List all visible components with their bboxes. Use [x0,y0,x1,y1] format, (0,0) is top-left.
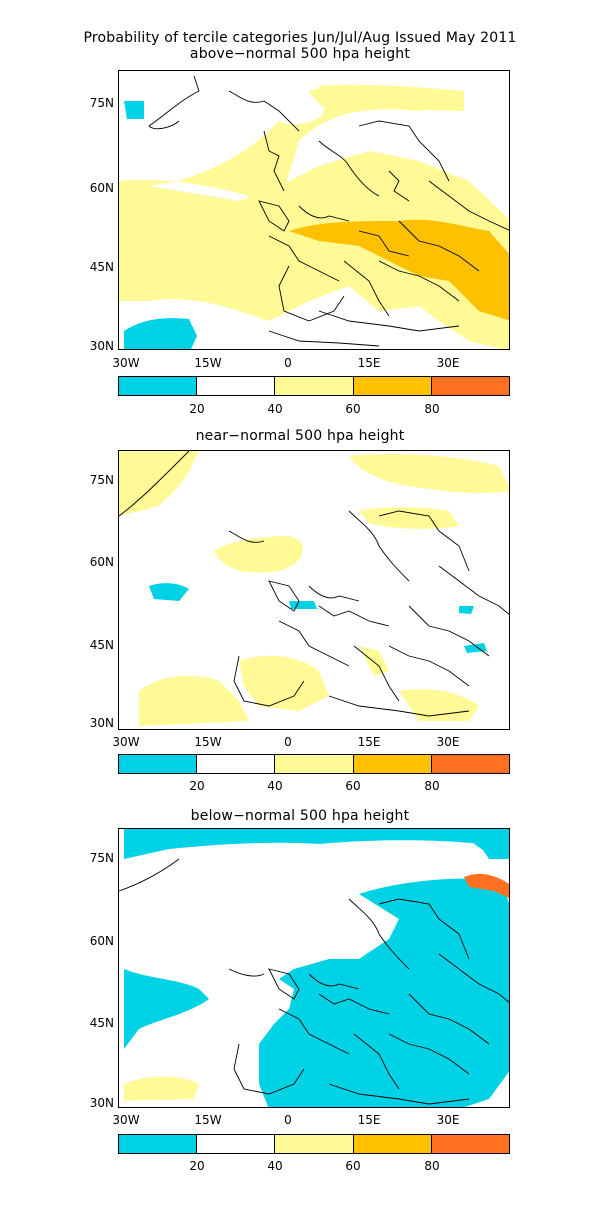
shade-light-yellow-2 [119,151,509,349]
lon-label: 30E [436,735,460,749]
colorbar-label: 40 [267,402,283,416]
colorbar-label: 40 [267,779,283,793]
lon-label: 15W [194,1113,222,1127]
lon-label: 15E [357,1113,381,1127]
colorbar-seg [275,1135,354,1153]
lon-label: 30E [436,1113,460,1127]
colorbar-near [118,754,510,774]
lat-label: 30N [89,339,114,353]
shade-cyan-2 [289,601,317,609]
colorbar-label: 80 [424,1159,440,1173]
lon-label: 0 [284,356,292,370]
shade-cyan-3 [459,606,474,614]
lat-label: 60N [89,934,114,948]
map-above-normal [118,70,510,350]
lon-label: 15W [194,356,222,370]
lon-label: 30W [112,356,140,370]
coastlines [119,451,509,717]
colorbar-below [118,1134,510,1154]
shade-cyan-2 [124,318,197,349]
map-near-normal [118,450,510,730]
lat-label: 75N [89,96,114,110]
lon-label: 30W [112,735,140,749]
colorbar-seg [275,377,354,395]
colorbar-seg [353,377,432,395]
shade-cyan-top [124,829,509,859]
lon-label: 15E [357,356,381,370]
shade-cyan-1 [149,583,189,601]
colorbar-seg [353,755,432,773]
shade-cyan-west [124,969,209,1049]
lat-label: 75N [89,473,114,487]
lat-label: 45N [89,260,114,274]
panel-title-near: near−normal 500 hpa height [195,428,405,444]
shade-light-yellow-2 [349,454,509,494]
lat-label: 75N [89,851,114,865]
figure-title: Probability of tercile categories Jun/Ju… [83,30,517,46]
lat-label: 30N [89,716,114,730]
panel-title-below: below−normal 500 hpa height [190,808,410,824]
shade-light-yellow-3 [214,536,303,573]
lon-label: 0 [284,735,292,749]
lat-label: 45N [89,638,114,652]
lon-label: 15E [357,735,381,749]
colorbar-seg [119,377,198,395]
colorbar-label: 40 [267,1159,283,1173]
colorbar-seg [353,1135,432,1153]
shade-orange [464,873,509,899]
shade-amber [289,219,509,321]
colorbar-label: 20 [189,779,205,793]
shade-light-yellow-8 [399,689,479,721]
colorbar-label: 60 [345,1159,361,1173]
lon-label: 30E [436,356,460,370]
shade-light-yellow-7 [359,646,389,676]
colorbar-label: 60 [345,402,361,416]
shade-light-yellow [124,1076,199,1101]
shade-cyan-main [259,878,509,1107]
coastlines [148,75,509,347]
lon-label: 15W [194,735,222,749]
lat-label: 30N [89,1096,114,1110]
colorbar-seg [119,1135,198,1153]
colorbar-seg [197,377,276,395]
lon-label: 0 [284,1113,292,1127]
shade-light-yellow-top [309,85,464,112]
lon-label: 30W [112,1113,140,1127]
colorbar-seg [197,1135,276,1153]
colorbar-label: 80 [424,779,440,793]
lat-label: 45N [89,1016,114,1030]
panel-title-above: above−normal 500 hpa height [189,46,411,62]
shade-light-yellow-4 [359,507,459,529]
map-below-normal [118,828,510,1108]
coastlines [119,858,509,1105]
colorbar-above [118,376,510,396]
colorbar-seg [431,755,510,773]
colorbar-label: 20 [189,402,205,416]
shade-light-yellow-5 [139,675,249,726]
colorbar-seg [197,755,276,773]
lat-label: 60N [89,181,114,195]
colorbar-label: 20 [189,1159,205,1173]
shade-cyan-ne [474,839,509,854]
colorbar-label: 60 [345,779,361,793]
colorbar-seg [431,377,510,395]
shade-light-yellow [119,84,464,206]
colorbar-seg [275,755,354,773]
shade-light-yellow-6 [239,655,329,711]
colorbar-seg [119,755,198,773]
colorbar-seg [431,1135,510,1153]
lat-label: 60N [89,555,114,569]
shade-cyan-1 [124,101,144,119]
colorbar-label: 80 [424,402,440,416]
